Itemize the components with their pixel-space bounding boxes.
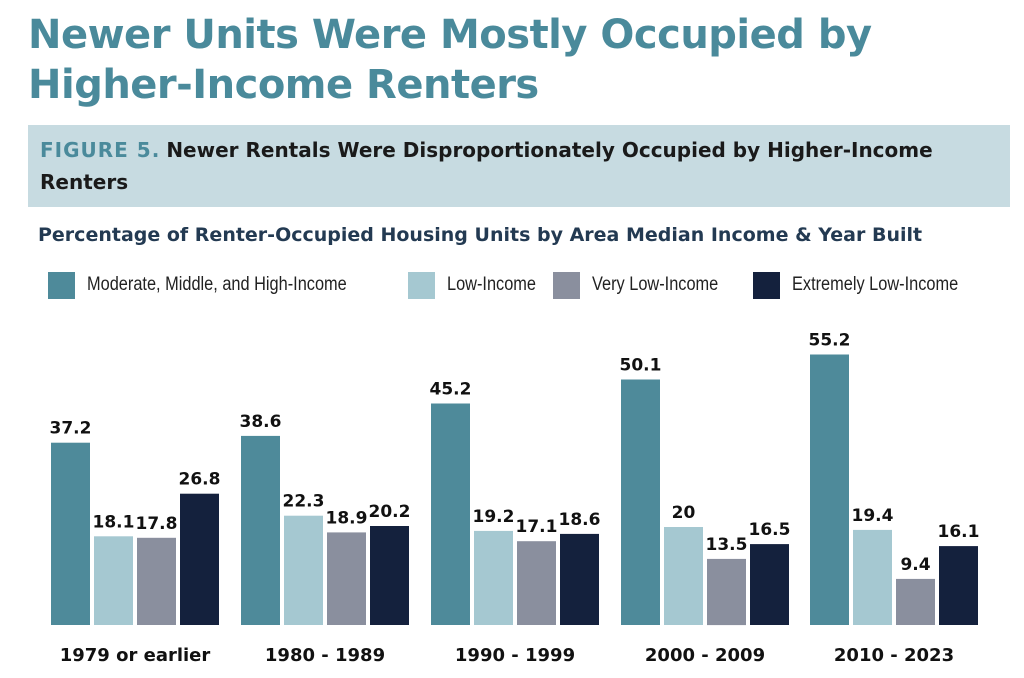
- data-label: 13.5: [706, 535, 748, 555]
- bar: [853, 529, 892, 625]
- legend-item-very-low-income: Very Low-Income: [553, 270, 739, 300]
- x-tick-label: 1979 or earlier: [60, 645, 211, 666]
- bar: [94, 536, 133, 625]
- data-label: 19.4: [852, 506, 894, 526]
- x-tick-label: 2010 - 2023: [834, 645, 954, 666]
- bar: [707, 558, 746, 626]
- bar: [431, 403, 470, 625]
- bar: [560, 533, 599, 625]
- figure-caption: FIGURE 5. Newer Rentals Were Disproportio…: [40, 134, 998, 198]
- bar: [474, 530, 513, 625]
- data-label: 16.1: [938, 522, 980, 542]
- legend-label: Low-Income: [447, 274, 537, 295]
- bar: [896, 578, 935, 625]
- data-label: 18.1: [93, 512, 135, 532]
- bar: [137, 537, 176, 625]
- data-label: 38.6: [240, 412, 282, 432]
- bar: [241, 435, 280, 625]
- bar: [664, 527, 703, 625]
- bar: [284, 515, 323, 625]
- legend-label: Very Low-Income: [592, 274, 719, 295]
- bar: [750, 544, 789, 625]
- x-tick-label: 2000 - 2009: [645, 645, 765, 666]
- legend-label: Moderate, Middle, and High-Income: [87, 274, 347, 295]
- data-label: 26.8: [179, 470, 221, 490]
- legend-label: Extremely Low-Income: [792, 274, 959, 295]
- data-label: 45.2: [430, 380, 472, 400]
- figure-caption-text: Newer Rentals Were Disproportionately Oc…: [40, 138, 933, 194]
- page-title: Newer Units Were Mostly Occupied by High…: [28, 12, 872, 108]
- figure-caption-box: FIGURE 5. Newer Rentals Were Disproportio…: [28, 125, 1010, 207]
- bar: [180, 493, 219, 625]
- data-label: 55.2: [809, 331, 851, 351]
- data-label: 17.8: [136, 514, 178, 534]
- data-label: 17.1: [516, 517, 558, 537]
- bar: [517, 541, 556, 625]
- legend-item-moderate-middle-high-income: Moderate, Middle, and High-Income: [48, 270, 389, 300]
- data-label: 20.2: [369, 502, 411, 522]
- data-label: 37.2: [50, 419, 92, 439]
- legend-swatch: [408, 271, 435, 299]
- legend-item-low-income: Low-Income: [408, 270, 551, 300]
- data-label: 18.6: [559, 510, 601, 530]
- chart-title: Percentage of Renter-Occupied Housing Un…: [38, 224, 923, 246]
- data-label: 16.5: [749, 520, 791, 540]
- data-label: 9.4: [900, 555, 930, 575]
- data-label: 20: [672, 503, 696, 523]
- x-tick-label: 1990 - 1999: [455, 645, 575, 666]
- legend-swatch: [48, 271, 75, 299]
- bar: [810, 354, 849, 625]
- data-label: 50.1: [620, 356, 662, 376]
- data-label: 19.2: [473, 507, 515, 527]
- x-tick-label: 1980 - 1989: [265, 645, 385, 666]
- bar: [327, 532, 366, 625]
- legend-swatch: [553, 271, 580, 299]
- data-label: 22.3: [283, 492, 325, 512]
- legend-item-extremely-low-income: Extremely Low-Income: [753, 270, 985, 300]
- bar: [370, 526, 409, 625]
- bar: [939, 546, 978, 625]
- figure-label: FIGURE 5.: [40, 138, 161, 162]
- bar: [621, 379, 660, 625]
- legend-swatch: [753, 271, 780, 299]
- bar: [51, 442, 90, 625]
- data-label: 18.9: [326, 508, 368, 528]
